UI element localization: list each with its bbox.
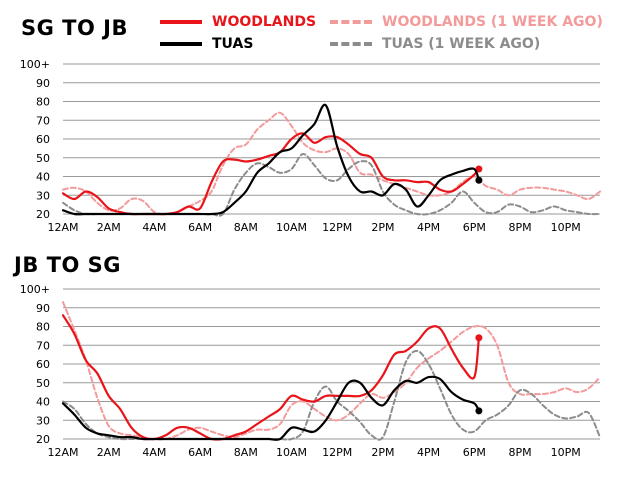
x-tick-label-jb-to-sg: 10AM <box>276 446 307 459</box>
x-tick-label-sg-to-jb: 4PM <box>417 221 440 234</box>
x-tick-label-sg-to-jb: 6AM <box>188 221 212 234</box>
x-tick-label-sg-to-jb: 4AM <box>142 221 166 234</box>
legend-swatch-tuas <box>160 42 202 46</box>
y-tick-label-sg-to-jb: 20 <box>36 208 50 221</box>
legend: WOODLANDS WOODLANDS (1 WEEK AGO) TUAS TU… <box>160 12 630 56</box>
y-tick-label-sg-to-jb: 30 <box>36 189 50 202</box>
x-tick-label-jb-to-sg: 2AM <box>97 446 121 459</box>
x-tick-label-jb-to-sg: 6AM <box>188 446 212 459</box>
y-tick-label-jb-to-sg: 70 <box>36 339 50 352</box>
x-tick-label-jb-to-sg: 8AM <box>234 446 258 459</box>
x-tick-label-sg-to-jb: 10PM <box>551 221 581 234</box>
legend-swatch-woodlands <box>160 20 202 24</box>
x-tick-label-jb-to-sg: 4PM <box>417 446 440 459</box>
x-tick-label-sg-to-jb: 8AM <box>234 221 258 234</box>
series-endpoint-woodlands-jb-to-sg <box>475 334 483 342</box>
series-line-tuas-sg-to-jb <box>61 103 480 216</box>
x-tick-label-jb-to-sg: 12AM <box>47 446 78 459</box>
y-tick-label-sg-to-jb: 90 <box>36 77 50 90</box>
y-tick-label-jb-to-sg: 90 <box>36 302 50 315</box>
series-endpoint-woodlands-sg-to-jb <box>475 165 483 173</box>
series-line-tuas-jb-to-sg <box>61 375 480 441</box>
series-endpoint-tuas-jb-to-sg <box>475 407 483 415</box>
y-tick-label-jb-to-sg: 60 <box>36 358 50 371</box>
legend-item-tuas-prev: TUAS (1 WEEK AGO) <box>330 34 540 54</box>
series-line-woodlands-1-week-ago-sg-to-jb <box>62 111 601 216</box>
legend-label-woodlands: WOODLANDS <box>212 14 317 30</box>
x-tick-label-jb-to-sg: 12PM <box>322 446 352 459</box>
y-tick-label-jb-to-sg: 30 <box>36 414 50 427</box>
x-tick-label-sg-to-jb: 12AM <box>47 221 78 234</box>
legend-item-woodlands: WOODLANDS <box>160 12 316 32</box>
series-line-woodlands-jb-to-sg <box>61 314 480 441</box>
x-tick-label-sg-to-jb: 2AM <box>97 221 121 234</box>
y-tick-label-jb-to-sg: 80 <box>36 321 50 334</box>
x-tick-label-sg-to-jb: 10AM <box>276 221 307 234</box>
legend-swatch-tuas-prev <box>330 42 372 46</box>
y-tick-label-sg-to-jb: 100+ <box>20 58 50 71</box>
y-tick-label-sg-to-jb: 70 <box>36 114 50 127</box>
series-endpoint-tuas-sg-to-jb <box>475 176 483 184</box>
x-tick-label-jb-to-sg: 4AM <box>142 446 166 459</box>
chart-title-jb-to-sg: JB TO SG <box>14 253 121 277</box>
x-tick-label-sg-to-jb: 6PM <box>463 221 486 234</box>
chart-title-sg-to-jb: SG TO JB <box>21 16 128 40</box>
series-line-woodlands-1-week-ago-jb-to-sg <box>62 301 601 441</box>
legend-item-tuas: TUAS <box>160 34 253 54</box>
x-tick-label-jb-to-sg: 6PM <box>463 446 486 459</box>
y-tick-label-sg-to-jb: 50 <box>36 152 50 165</box>
legend-label-tuas: TUAS <box>212 36 254 52</box>
y-tick-label-sg-to-jb: 60 <box>36 133 50 146</box>
y-tick-label-sg-to-jb: 40 <box>36 171 50 184</box>
y-tick-label-jb-to-sg: 40 <box>36 396 50 409</box>
series-line-tuas-1-week-ago-sg-to-jb <box>62 153 601 217</box>
legend-label-woodlands-prev: WOODLANDS (1 WEEK AGO) <box>382 14 603 30</box>
y-tick-label-sg-to-jb: 80 <box>36 96 50 109</box>
x-tick-label-sg-to-jb: 2PM <box>371 221 394 234</box>
y-tick-label-jb-to-sg: 100+ <box>20 283 50 296</box>
legend-swatch-woodlands-prev <box>330 20 372 24</box>
series-line-woodlands-sg-to-jb <box>61 132 480 216</box>
y-tick-label-jb-to-sg: 20 <box>36 433 50 446</box>
legend-label-tuas-prev: TUAS (1 WEEK AGO) <box>382 36 541 52</box>
x-tick-label-jb-to-sg: 10PM <box>551 446 581 459</box>
x-tick-label-sg-to-jb: 12PM <box>322 221 352 234</box>
y-tick-label-jb-to-sg: 50 <box>36 377 50 390</box>
x-tick-label-sg-to-jb: 8PM <box>508 221 531 234</box>
x-tick-label-jb-to-sg: 8PM <box>508 446 531 459</box>
legend-item-woodlands-prev: WOODLANDS (1 WEEK AGO) <box>330 12 603 32</box>
x-tick-label-jb-to-sg: 2PM <box>371 446 394 459</box>
